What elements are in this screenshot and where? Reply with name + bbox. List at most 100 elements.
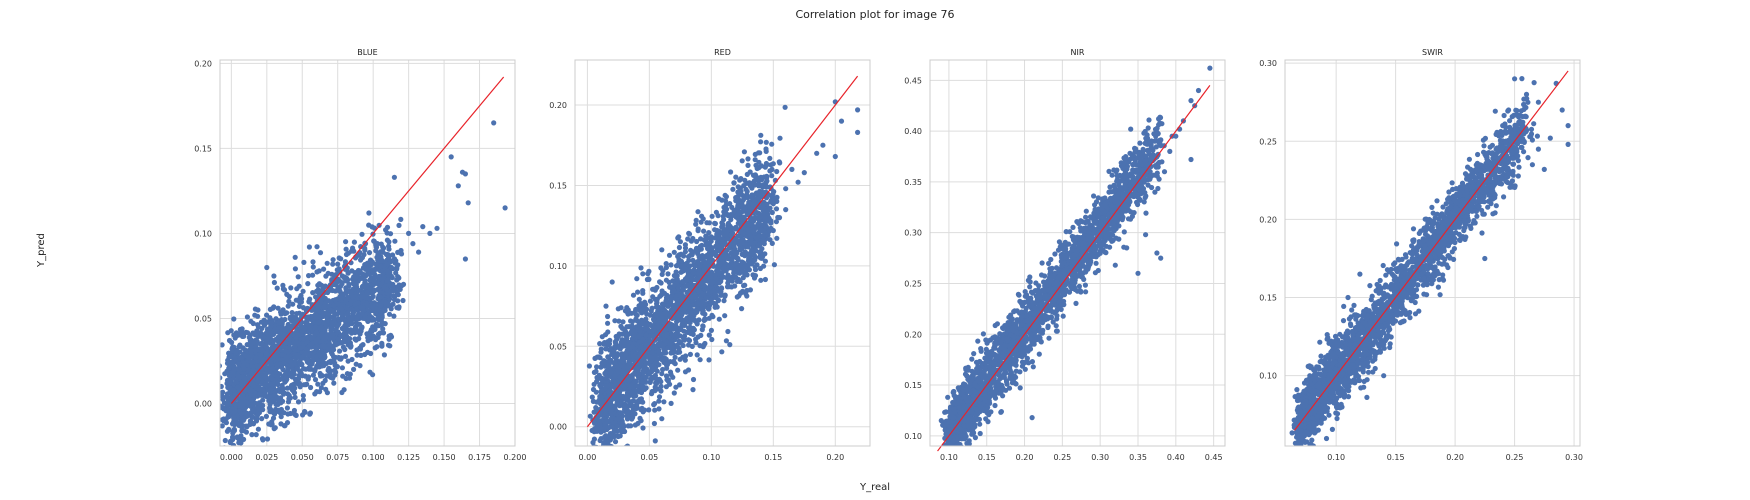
data-point: [350, 295, 355, 300]
data-point: [238, 396, 243, 401]
data-point: [395, 290, 400, 295]
y-tick-label: 0.15: [194, 144, 212, 153]
data-point: [770, 210, 775, 215]
data-point: [346, 322, 351, 327]
data-point: [217, 363, 222, 368]
data-point: [295, 353, 300, 358]
data-point: [612, 453, 617, 458]
data-point: [696, 228, 701, 233]
data-point: [605, 440, 610, 445]
data-point: [737, 210, 742, 215]
data-point: [275, 286, 280, 291]
data-point: [356, 336, 361, 341]
data-point: [264, 340, 269, 345]
data-point: [605, 321, 610, 326]
data-point: [374, 344, 379, 349]
data-point: [285, 405, 290, 410]
data-point: [351, 367, 356, 372]
data-point: [232, 355, 237, 360]
data-point: [758, 139, 763, 144]
data-point: [350, 287, 355, 292]
data-point: [236, 440, 241, 445]
data-point: [691, 377, 696, 382]
data-point: [688, 352, 693, 357]
data-point: [637, 297, 642, 302]
data-point: [303, 367, 308, 372]
data-point: [664, 373, 669, 378]
data-point: [313, 294, 318, 299]
data-point: [675, 273, 680, 278]
data-point: [232, 367, 237, 372]
data-point: [387, 312, 392, 317]
data-point: [310, 350, 315, 355]
data-point: [321, 296, 326, 301]
data-point: [381, 245, 386, 250]
x-tick-label: 0.050: [291, 453, 314, 462]
data-point: [591, 463, 596, 468]
data-point: [285, 364, 290, 369]
data-point: [232, 428, 237, 433]
data-point: [633, 422, 638, 427]
data-point: [370, 304, 375, 309]
data-point: [713, 244, 718, 249]
data-point: [380, 315, 385, 320]
data-point: [267, 326, 272, 331]
data-point: [225, 407, 230, 412]
data-point: [331, 257, 336, 262]
data-point: [638, 265, 643, 270]
data-point: [756, 196, 761, 201]
data-point: [290, 302, 295, 307]
data-point: [308, 366, 313, 371]
data-point: [657, 279, 662, 284]
data-point: [668, 350, 673, 355]
data-point: [343, 239, 348, 244]
data-point: [284, 292, 289, 297]
data-point: [650, 389, 655, 394]
data-point: [724, 194, 729, 199]
data-point: [339, 316, 344, 321]
data-point: [282, 380, 287, 385]
data-point: [434, 226, 439, 231]
data-point: [758, 133, 763, 138]
data-point: [752, 257, 757, 262]
data-point: [248, 418, 253, 423]
data-point: [311, 358, 316, 363]
data-point: [325, 312, 330, 317]
data-point: [661, 399, 666, 404]
data-point: [393, 270, 398, 275]
data-point: [638, 344, 643, 349]
data-point: [269, 376, 274, 381]
data-point: [296, 274, 301, 279]
data-point: [296, 399, 301, 404]
data-point: [613, 339, 618, 344]
data-point: [657, 394, 662, 399]
data-point: [259, 416, 264, 421]
data-point: [463, 171, 468, 176]
data-point: [229, 328, 234, 333]
data-point: [594, 375, 599, 380]
data-point: [356, 288, 361, 293]
data-point: [265, 436, 270, 441]
data-point: [307, 412, 312, 417]
data-point: [709, 328, 714, 333]
data-point: [669, 401, 674, 406]
data-point: [410, 241, 415, 246]
data-point: [634, 406, 639, 411]
data-point: [738, 279, 743, 284]
data-point: [737, 190, 742, 195]
data-point: [777, 160, 782, 165]
data-point: [466, 200, 471, 205]
data-point: [623, 452, 628, 457]
data-point: [698, 357, 703, 362]
data-point: [325, 317, 330, 322]
data-point: [296, 332, 301, 337]
data-point: [396, 223, 401, 228]
data-point: [693, 340, 698, 345]
data-point: [624, 413, 629, 418]
data-point: [382, 352, 387, 357]
data-point: [371, 294, 376, 299]
data-point: [620, 326, 625, 331]
data-point: [236, 362, 241, 367]
data-point: [641, 409, 646, 414]
